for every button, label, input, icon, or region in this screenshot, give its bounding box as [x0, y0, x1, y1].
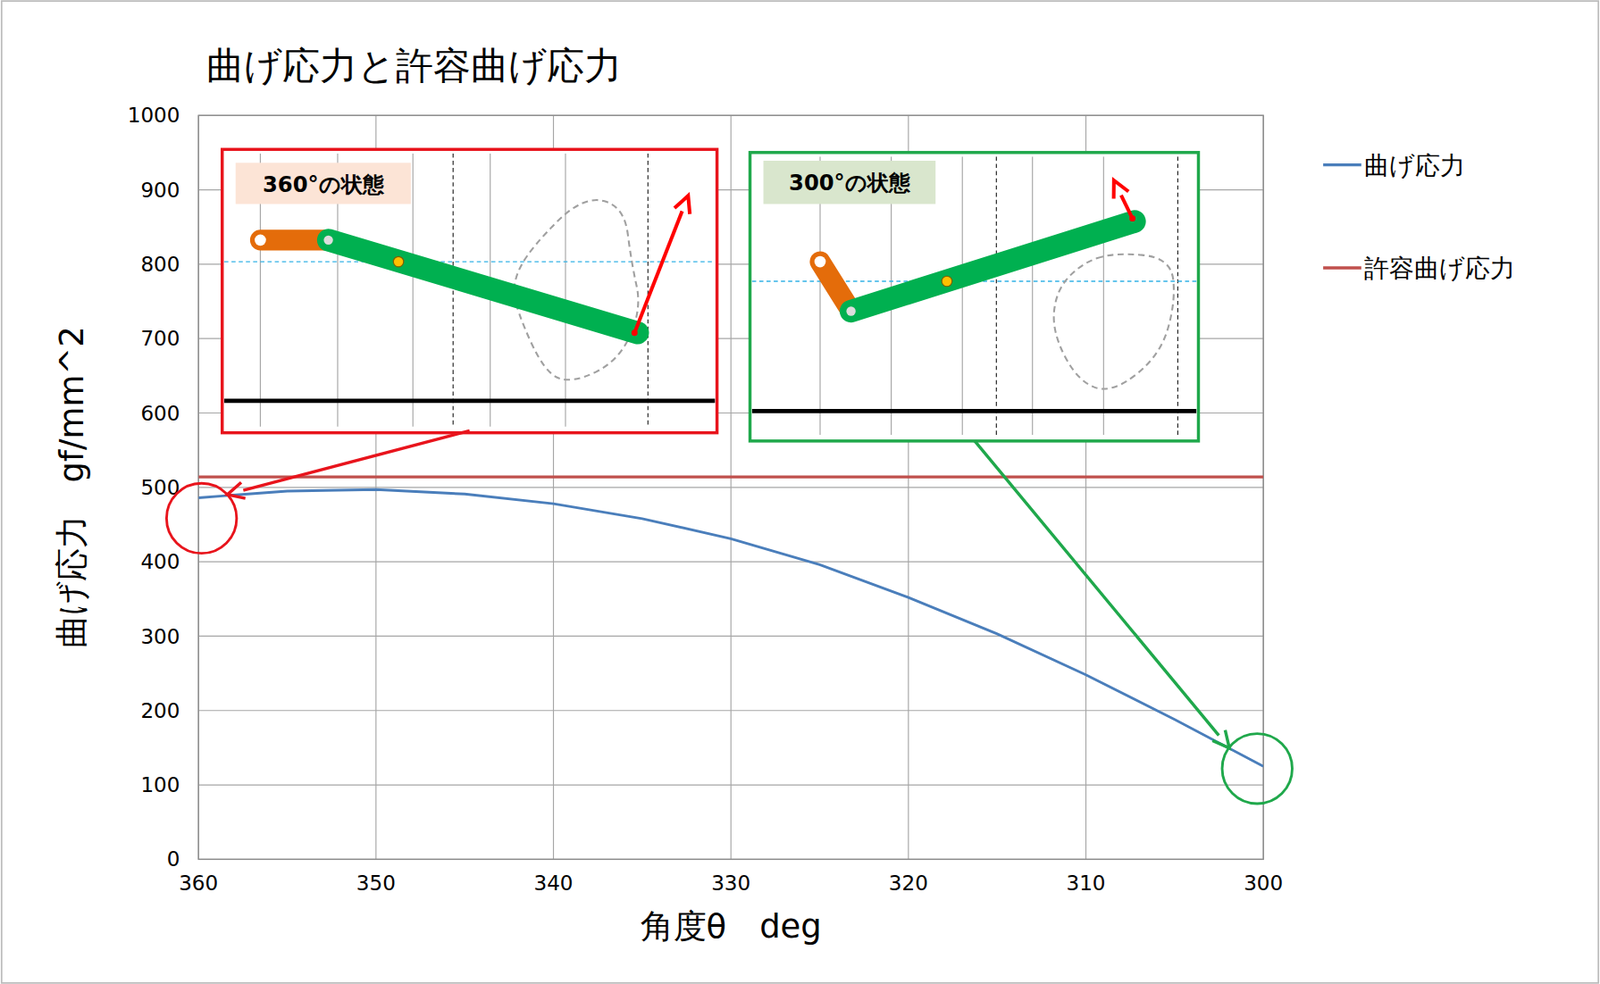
inset-force-head: [1114, 180, 1130, 200]
pointers: [166, 430, 1292, 805]
inset-force-point: [631, 329, 638, 336]
x-tick-label: 300: [1243, 871, 1283, 896]
y-tick-label: 0: [167, 847, 181, 872]
inset-force-head: [674, 195, 690, 215]
x-tick-label: 350: [356, 871, 396, 896]
pointer-arrow: [242, 430, 470, 491]
inset-pivot: [846, 306, 855, 316]
y-tick-label: 400: [140, 550, 180, 574]
inset-ground: [752, 409, 1197, 414]
x-tick-label: 340: [534, 871, 574, 896]
inset-level: [224, 260, 715, 262]
inset-trajectory: [1054, 254, 1174, 390]
inset-grid: [1103, 156, 1105, 436]
title: 曲げ応力と許容曲げ応力: [206, 43, 622, 88]
inset-force: [1121, 195, 1133, 219]
inset-label-bg: [763, 160, 937, 204]
plot-frame: [198, 115, 1264, 860]
inset-label-bg: [235, 162, 411, 204]
inset-pivot: [254, 234, 267, 247]
inset-dashed: [1177, 156, 1179, 436]
y-tick-label: 200: [140, 699, 180, 723]
x-tick-label: 320: [888, 871, 929, 896]
inset-border: [222, 149, 718, 433]
inset-label: 360°の状態: [262, 172, 386, 198]
inset-center: [941, 276, 953, 287]
inset: 360°の状態: [222, 149, 718, 433]
inset-bg: [750, 152, 1199, 442]
y-tick-label: 800: [140, 252, 180, 277]
legend-label: 曲げ応力: [1364, 150, 1466, 181]
inset-link: [328, 240, 638, 334]
pointer-circle: [1222, 734, 1292, 805]
inset-label: 300°の状態: [788, 170, 912, 196]
data-group: [198, 477, 1264, 767]
legend-swatch: [1323, 266, 1362, 269]
x-tick-label: 310: [1066, 871, 1106, 896]
y-tick-label: 100: [140, 773, 180, 797]
inset-dashed: [996, 156, 997, 436]
inset-grid: [1031, 156, 1033, 436]
x-tick-label: 360: [178, 871, 218, 896]
chart: 曲げ応力と許容曲げ応力01002003004005006007008009001…: [0, 0, 1600, 984]
series-line: [198, 475, 1264, 478]
inset-dashed: [452, 153, 454, 428]
inset-border: [750, 152, 1199, 442]
inset: 300°の状態: [750, 152, 1199, 442]
inset-dashed: [647, 153, 649, 428]
inset-pivot: [323, 235, 333, 245]
grid: [198, 115, 1264, 860]
y-tick-label: 700: [140, 326, 180, 351]
inset-pivot: [814, 256, 827, 269]
x-tick-label: 330: [711, 871, 751, 896]
series-line: [198, 489, 1264, 767]
y-tick-label: 600: [140, 402, 180, 426]
inset-link: [851, 221, 1135, 311]
inset-ground: [224, 399, 715, 404]
pointer-arrow: [974, 441, 1219, 737]
inset-center: [393, 256, 404, 268]
y-tick-label: 900: [140, 178, 180, 202]
inset-bg: [222, 149, 718, 433]
legend-label: 許容曲げ応力: [1364, 253, 1516, 284]
pointer-arrow-head: [1212, 730, 1230, 749]
inset-grid: [412, 153, 414, 428]
x-grid-line: [730, 115, 732, 860]
chart-border: [1, 0, 1599, 984]
x-axis-label: 角度θ deg: [640, 907, 822, 947]
y-tick-label: 300: [140, 625, 180, 649]
y-axis-label: 曲げ応力 gf/mm^2: [52, 326, 92, 649]
inset-force-point: [1129, 215, 1136, 222]
pointer-circle: [166, 483, 236, 553]
inset-grid: [564, 153, 566, 428]
inset-force: [634, 210, 682, 333]
legend-swatch: [1323, 163, 1362, 167]
inset-grid: [962, 156, 964, 436]
y-tick-label: 1000: [127, 103, 181, 127]
